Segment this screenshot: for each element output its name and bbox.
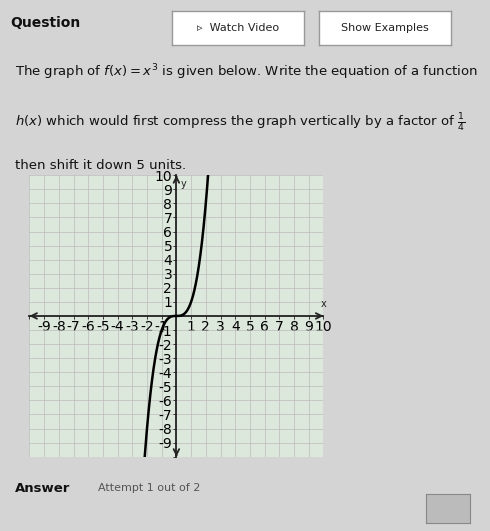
Text: Question: Question (10, 16, 80, 30)
Text: Answer: Answer (15, 482, 70, 495)
Text: Attempt 1 out of 2: Attempt 1 out of 2 (98, 483, 200, 493)
Text: ▹  Watch Video: ▹ Watch Video (196, 23, 279, 33)
Text: y: y (181, 179, 187, 190)
Text: then shift it down 5 units.: then shift it down 5 units. (15, 159, 186, 173)
Text: Show Examples: Show Examples (341, 23, 429, 33)
Text: $h(x)$ which would first compress the graph vertically by a factor of $\frac{1}{: $h(x)$ which would first compress the gr… (15, 112, 465, 134)
Text: x: x (320, 299, 326, 309)
Text: The graph of $f(x) = x^3$ is given below. Write the equation of a function: The graph of $f(x) = x^3$ is given below… (15, 63, 477, 82)
